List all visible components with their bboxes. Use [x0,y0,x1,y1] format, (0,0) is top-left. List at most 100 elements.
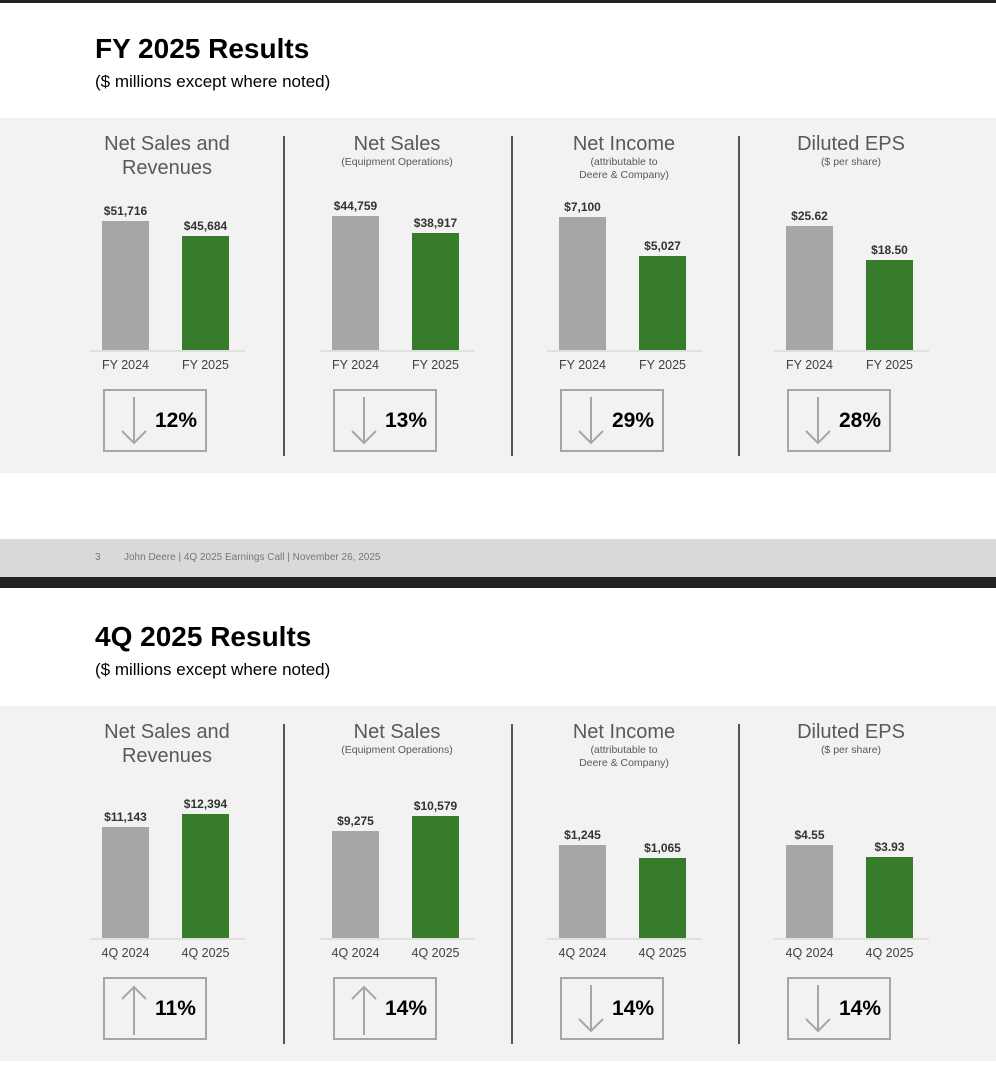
panel-title: Diluted EPS [797,133,905,155]
x-axis-line [90,350,245,352]
x-axis-line [90,938,245,940]
metric-panel: Net Income (attributable to Deere & Compa… [510,118,738,473]
x-axis-line [774,938,929,940]
change-percent: 29% [612,409,655,432]
bar-chart: $1,245 $1,065 [510,788,738,938]
bar-prior [102,826,149,938]
bar-prior [102,220,149,350]
x-tick-label: 4Q 2025 [411,946,460,960]
panel-subtitle: ($ per share) [820,156,882,168]
panel-divider [738,136,740,456]
panel-title: Net Sales and Revenues [104,721,230,767]
change-percent: 13% [385,409,428,432]
metrics-band: Net Sales and Revenues $51,716 $45,684 FY 2… [0,118,996,473]
top-bar [0,0,996,3]
x-tick-label: FY 2025 [865,358,914,372]
panel-title: Diluted EPS [797,721,905,743]
bar-current [639,858,686,938]
slide-2: 4Q 2025 Results ($ millions except where… [0,588,996,1088]
bar-chart: $51,716 $45,684 [53,200,281,350]
bar-value-label: $18.50 [871,243,908,258]
bar-prior [559,216,606,350]
bar-value-label: $9,275 [337,813,374,828]
slide-title: 4Q 2025 Results [95,621,312,652]
slide-subtitle: ($ millions except where noted) [95,660,331,679]
x-tick-label: FY 2024 [101,358,150,372]
x-tick-label: 4Q 2024 [558,946,607,960]
page-number: 3 [95,552,101,563]
bar-value-label: $5,027 [644,238,681,253]
change-box: 14% [333,977,437,1040]
panel-subtitle: (Equipment Operations) [341,156,453,168]
bar-chart: $11,143 $12,394 [53,788,281,938]
bar-chart: $7,100 $5,027 [510,200,738,350]
x-tick-label: FY 2024 [785,358,834,372]
x-axis-line [774,350,929,352]
change-percent: 11% [155,997,196,1020]
change-box: 28% [787,389,891,452]
bar-current [412,815,459,938]
change-percent: 12% [155,409,198,432]
bar-value-label: $12,394 [183,797,228,812]
bar-current [182,235,229,350]
bar-value-label: $44,759 [333,198,378,213]
bar-current [412,233,459,350]
panel-subtitle: (attributable to Deere & Company) [579,744,669,769]
bar-prior [786,226,833,350]
x-tick-label: FY 2024 [558,358,607,372]
change-percent: 14% [839,997,882,1020]
x-axis-line [547,938,702,940]
metric-panel: Net Income (attributable to Deere & Compa… [510,706,738,1061]
x-axis-line [547,350,702,352]
x-tick-label: 4Q 2024 [101,946,150,960]
x-axis-line [320,350,475,352]
metric-panel: Net Sales and Revenues $51,716 $45,684 FY 2… [53,118,281,473]
panel-divider [738,724,740,1044]
bar-chart: $44,759 $38,917 [283,198,511,350]
change-box: 14% [560,977,664,1040]
x-tick-label: 4Q 2025 [638,946,687,960]
x-tick-label: FY 2025 [181,358,230,372]
footer-text: John Deere | 4Q 2025 Earnings Call | Nov… [124,552,381,563]
bar-current [182,814,229,938]
change-box: 13% [333,389,437,452]
panel-title: Net Sales and Revenues [104,133,230,179]
bar-chart: $25.62 $18.50 [737,200,965,350]
panel-divider [283,136,285,456]
x-tick-label: 4Q 2024 [785,946,834,960]
panel-subtitle: ($ per share) [820,744,882,756]
bar-value-label: $25.62 [791,209,828,224]
panel-divider [511,136,513,456]
bar-value-label: $38,917 [413,216,458,231]
change-percent: 14% [385,997,428,1020]
x-tick-label: FY 2025 [638,358,687,372]
metric-panel: Diluted EPS ($ per share) $25.62 $18.50 FY 2… [737,118,965,473]
slide-subtitle: ($ millions except where noted) [95,72,331,91]
change-percent: 14% [612,997,655,1020]
x-axis-line [320,938,475,940]
bar-value-label: $3.93 [874,840,905,855]
bar-chart: $4.55 $3.93 [737,788,965,938]
metric-panel: Net Sales and Revenues $11,143 $12,394 4Q 2… [53,706,281,1061]
bar-value-label: $1,245 [564,827,601,842]
metrics-band: Net Sales and Revenues $11,143 $12,394 4Q 2… [0,706,996,1061]
bar-prior [332,215,379,350]
panel-divider [283,724,285,1044]
change-box: 12% [103,389,207,452]
bar-value-label: $4.55 [794,827,825,842]
x-tick-label: FY 2025 [411,358,460,372]
panel-title: Net Sales [353,721,441,743]
change-box: 29% [560,389,664,452]
panel-subtitle: (Equipment Operations) [341,744,453,756]
bar-prior [559,844,606,938]
panel-title: Net Income [572,721,676,743]
metric-panel: Net Sales (Equipment Operations) $44,759 $3… [283,118,511,473]
x-tick-label: 4Q 2024 [331,946,380,960]
metric-panel: Net Sales (Equipment Operations) $9,275 $10… [283,706,511,1061]
bar-value-label: $7,100 [564,199,601,214]
bar-prior [332,830,379,938]
slide-footer: 3 John Deere | 4Q 2025 Earnings Call | No… [0,539,996,577]
bar-value-label: $51,716 [103,203,148,218]
bar-current [639,255,686,350]
bar-value-label: $1,065 [644,841,681,856]
